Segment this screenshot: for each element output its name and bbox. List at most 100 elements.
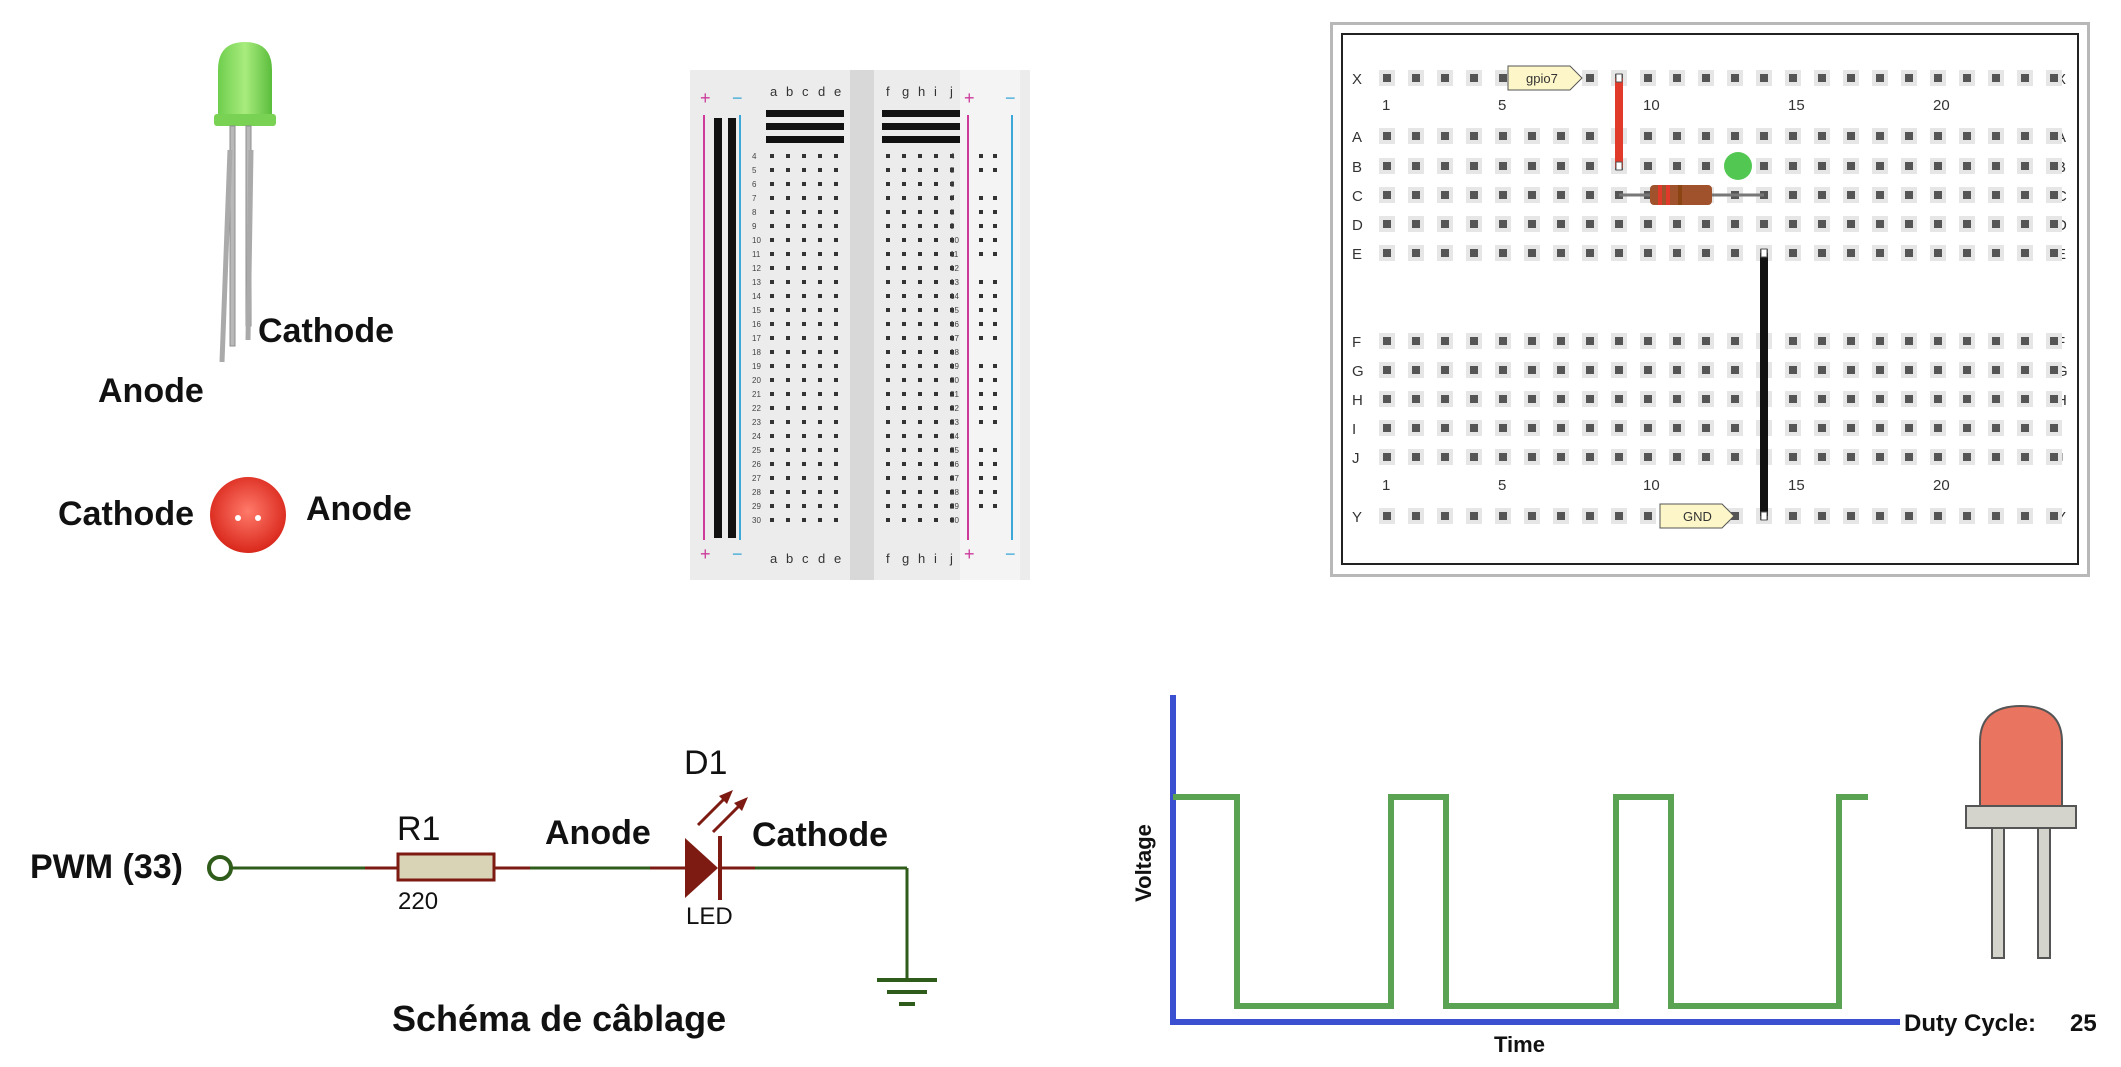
hole [1818,512,1826,520]
hole [1789,220,1797,228]
hole [1876,453,1884,461]
hole [1412,249,1420,257]
hole [1702,366,1710,374]
hole [1702,162,1710,170]
schematic-caption: Schéma de câblage [392,998,727,1039]
hole [1876,395,1884,403]
hole [818,504,822,508]
hole [1992,249,2000,257]
hole [902,154,906,158]
hole [950,210,954,214]
hole [886,210,890,214]
column-number: 1 [1382,97,1390,114]
hole [1383,132,1391,140]
row-number: 15 [752,306,761,315]
hole [1557,395,1565,403]
hole [993,280,997,284]
row-number: 27 [950,474,959,483]
hole [993,336,997,340]
hole [1673,366,1681,374]
row-label: F [1352,334,1361,351]
minus-sign: − [1005,544,1016,564]
hole [886,280,890,284]
hole [950,252,954,256]
hole [950,168,954,172]
hole [1731,366,1739,374]
hole [902,504,906,508]
hole [918,336,922,340]
hole [993,210,997,214]
hole [802,462,806,466]
hole [934,238,938,242]
hole [1441,191,1449,199]
hole [802,322,806,326]
hole [802,196,806,200]
hole [886,252,890,256]
column-letter: i [934,84,937,99]
hole [1499,453,1507,461]
hole [979,392,983,396]
plus-sign: + [700,88,711,108]
hole [770,378,774,382]
hole [979,462,983,466]
hole [834,420,838,424]
hole [770,196,774,200]
hole [902,322,906,326]
hole [1876,191,1884,199]
column-letter: j [949,84,953,99]
hole [902,336,906,340]
hole [1992,162,2000,170]
hole [1441,512,1449,520]
hole [1731,424,1739,432]
hole [902,308,906,312]
row-number: 17 [752,334,761,343]
hole [834,476,838,480]
hole [1760,220,1768,228]
red-jumper-wire [1615,78,1623,168]
hole [1847,424,1855,432]
hole [770,280,774,284]
hole [802,168,806,172]
hole [886,378,890,382]
hole [818,168,822,172]
hole [1818,366,1826,374]
hole [934,266,938,270]
hole [886,490,890,494]
gpio-tag-label: gpio7 [1526,71,1558,86]
hole [979,308,983,312]
hole [918,252,922,256]
hole [2021,162,2029,170]
diode-icon [685,790,755,900]
hole [1586,512,1594,520]
hole [1992,220,2000,228]
hole [934,322,938,326]
hole [934,518,938,522]
row-number: 11 [950,250,959,259]
hole [1383,337,1391,345]
hole [950,308,954,312]
hole [818,154,822,158]
hole [2050,453,2058,461]
hole [1499,74,1507,82]
hole [950,378,954,382]
row-number: 21 [752,390,761,399]
hole [1702,249,1710,257]
row-number: 11 [752,250,761,259]
hole [886,350,890,354]
hole [1470,249,1478,257]
hole [770,518,774,522]
red-led-icon [210,477,286,553]
led-icon [1965,704,2077,959]
hole [802,448,806,452]
hole [1412,395,1420,403]
row-number: 28 [752,488,761,497]
hole [1412,424,1420,432]
hole [770,182,774,186]
black-jumper-wire [1760,253,1768,516]
hole [818,252,822,256]
hole [1615,220,1623,228]
hole [1383,453,1391,461]
hole [934,448,938,452]
row-number: 21 [950,390,959,399]
hole [886,462,890,466]
